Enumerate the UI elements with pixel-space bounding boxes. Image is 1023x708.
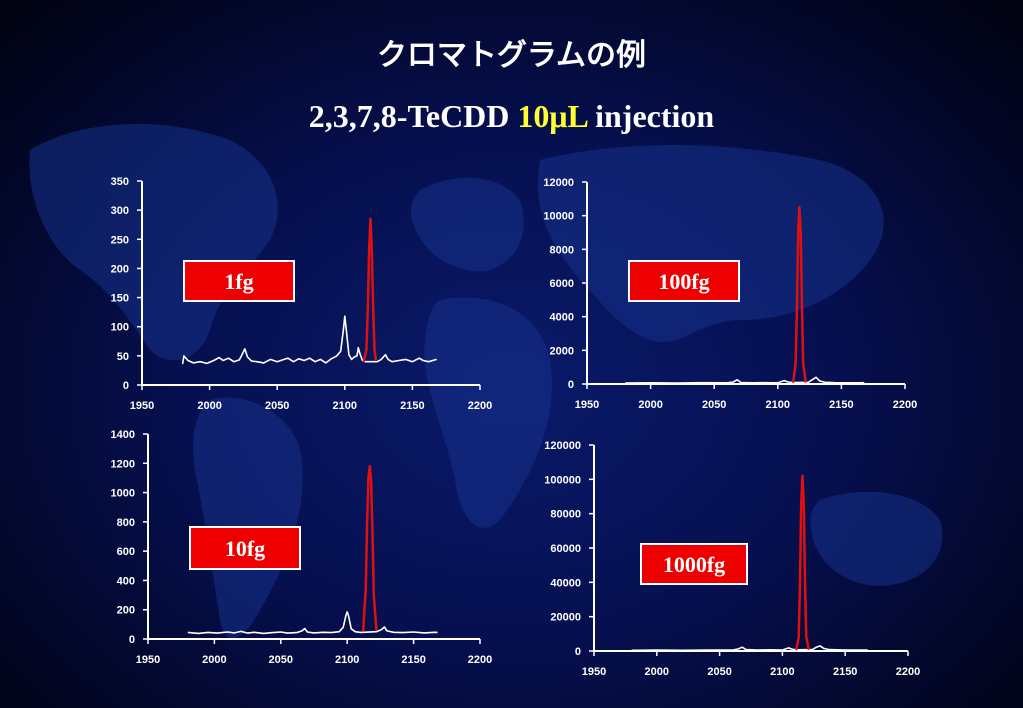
y-tick-label: 1400 [111,429,135,441]
y-tick-label: 12000 [543,177,574,189]
analyte-peak-line [361,464,378,632]
baseline-trace-line [625,376,865,384]
baseline-trace-line [181,315,437,365]
baseline-trace-line [631,645,868,652]
x-tick-label: 1950 [136,654,160,666]
analyte-peak-line [791,206,808,383]
amount-label: 10fg [225,536,265,561]
y-tick-label: 80000 [550,509,581,521]
amount-label-box [189,526,301,570]
y-tick-label: 300 [111,205,129,217]
y-tick-label: 1000 [111,488,135,500]
y-tick-label: 0 [123,380,129,392]
x-tick-label: 2050 [702,399,726,411]
y-tick-label: 8000 [550,244,574,256]
y-tick-label: 4000 [550,312,574,324]
compound-name: 2,3,7,8-TeCDD [308,98,510,134]
y-tick-label: 50 [117,351,129,363]
x-tick-label: 1950 [582,666,606,678]
amount-label-box [183,260,295,302]
x-tick-label: 1950 [130,400,154,412]
y-tick-label: 250 [111,234,129,246]
x-tick-label: 2100 [335,654,359,666]
x-tick-label: 2150 [833,666,857,678]
x-tick-label: 2050 [269,654,293,666]
y-tick-label: 120000 [544,440,581,452]
injection-text: injection [595,98,715,134]
y-tick-label: 200 [111,263,129,275]
amount-label-box [628,260,740,302]
y-tick-label: 100 [111,322,129,334]
x-tick-label: 2100 [333,400,357,412]
y-tick-label: 150 [111,293,129,305]
x-tick-label: 1950 [575,399,599,411]
x-tick-label: 2000 [202,654,226,666]
x-tick-label: 2000 [645,666,669,678]
y-tick-label: 6000 [550,278,574,290]
y-tick-label: 40000 [550,577,581,589]
x-tick-label: 2000 [638,399,662,411]
y-tick-label: 600 [117,546,135,558]
x-tick-label: 2100 [766,399,790,411]
y-tick-label: 100000 [544,474,581,486]
amount-label: 1000fg [663,552,725,577]
analyte-peak-line [794,474,811,651]
analyte-peak-line [362,217,378,362]
x-tick-label: 2200 [468,654,492,666]
x-tick-label: 2150 [400,400,424,412]
y-tick-label: 400 [117,575,135,587]
y-tick-label: 60000 [550,543,581,555]
baseline-trace-line [187,611,438,635]
amount-label: 100fg [658,269,709,294]
x-tick-label: 2150 [401,654,425,666]
x-tick-label: 2000 [197,400,221,412]
amount-label-box [640,543,748,585]
page-subtitle: 2,3,7,8-TeCDD 10μL injection [0,98,1023,135]
y-tick-label: 20000 [550,612,581,624]
page-title: クロマトグラムの例 [376,38,647,73]
y-tick-label: 1200 [111,458,135,470]
y-tick-label: 0 [568,379,574,391]
x-tick-label: 2100 [770,666,794,678]
y-tick-label: 800 [117,517,135,529]
x-tick-label: 2200 [893,399,917,411]
y-tick-label: 10000 [543,211,574,223]
y-tick-label: 200 [117,605,135,617]
amount-label: 1fg [224,269,253,294]
injection-volume: 10μL [517,98,588,134]
y-tick-label: 2000 [550,345,574,357]
y-tick-label: 0 [129,634,135,646]
x-tick-label: 2200 [896,666,920,678]
x-tick-label: 2050 [265,400,289,412]
y-tick-label: 350 [111,176,129,188]
x-tick-label: 2150 [829,399,853,411]
x-tick-label: 2050 [707,666,731,678]
x-tick-label: 2200 [468,400,492,412]
y-tick-label: 0 [575,646,581,658]
